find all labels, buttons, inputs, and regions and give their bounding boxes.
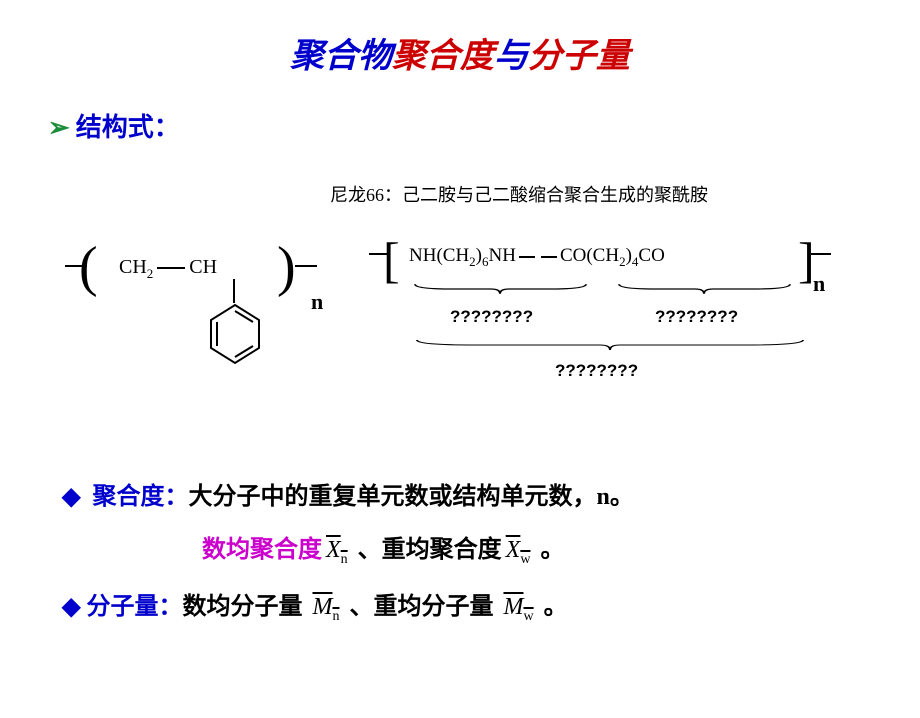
- dp-subline: 数均聚合度Xn 、重均聚合度Xw 。: [202, 529, 862, 568]
- bond-line: [157, 267, 185, 269]
- ch2-label: CH: [119, 256, 147, 278]
- mw-label: 分子量：: [86, 594, 182, 620]
- question-placeholder-1: ????????: [450, 307, 533, 327]
- vertical-bond: [233, 279, 235, 303]
- nylon-repeat-unit: NH(CH2)6NHCO(CH2)4CO: [409, 245, 665, 270]
- curly-brace-icon: [617, 283, 792, 295]
- title-part1: 聚合物: [290, 38, 392, 75]
- diamond-marker-icon: ◆: [62, 594, 80, 620]
- dp-tail: 。: [534, 537, 564, 563]
- title-part2: 聚合度: [392, 38, 494, 75]
- question-placeholder-2: ????????: [655, 307, 738, 327]
- dp-text: 大分子中的重复单元数或结构单元数，n。: [188, 484, 633, 510]
- section-header: ➢结构式：: [48, 107, 920, 144]
- xn-symbol: Xn: [322, 537, 352, 563]
- mn-sub: n: [332, 609, 339, 624]
- seg1a: NH(CH: [409, 245, 469, 266]
- bond-line: [519, 256, 535, 258]
- number-avg-dp-label: 数均聚合度: [202, 537, 322, 563]
- subscript-n: n: [813, 271, 825, 297]
- bond-line: [295, 265, 317, 267]
- seg1e: NH: [489, 245, 516, 266]
- bond-line: [541, 256, 557, 258]
- curly-brace-icon: [413, 283, 588, 295]
- xw-sub: w: [520, 552, 530, 567]
- bracket-right-icon: ): [277, 235, 296, 299]
- mw-var: M: [503, 594, 523, 620]
- xw-symbol: Xw: [502, 537, 535, 563]
- curly-brace-large-icon: [415, 339, 805, 351]
- seg2a: CO(CH: [560, 245, 619, 266]
- outer-bracket-left-icon: [: [383, 231, 400, 289]
- mw-tail: 。: [538, 594, 568, 620]
- xn-sub: n: [341, 552, 348, 567]
- seg2e: CO: [638, 245, 664, 266]
- xn-var: X: [326, 537, 341, 563]
- mw-sub: w: [523, 609, 533, 624]
- mw-symbol: Mw: [499, 594, 537, 620]
- bullet-degree-of-polymerization: ◆ 聚合度：大分子中的重复单元数或结构单元数，n。: [62, 476, 862, 511]
- title-part3: 与: [494, 38, 528, 75]
- ch-label: CH: [189, 256, 217, 278]
- chemical-formulas: ( CH2CH ) n [ NH(CH2)6NHCO(CH2)4CO ] n ?…: [0, 233, 920, 433]
- bullet-molecular-weight: ◆分子量：数均分子量 Mn 、重均分子量 Mw 。: [62, 586, 862, 625]
- slide-title: 聚合物聚合度与分子量: [0, 28, 920, 77]
- bracket-left-icon: (: [79, 235, 98, 299]
- bond-line: [811, 253, 831, 255]
- ch2-sub: 2: [147, 266, 154, 281]
- diamond-marker-icon: ◆: [62, 484, 80, 510]
- mn-text: 数均分子量: [182, 594, 308, 620]
- definitions-block: ◆ 聚合度：大分子中的重复单元数或结构单元数，n。 数均聚合度Xn 、重均聚合度…: [62, 476, 862, 643]
- dp-label: 聚合度：: [92, 484, 188, 510]
- xw-var: X: [506, 537, 521, 563]
- polystyrene-unit: CH2CH: [119, 256, 217, 282]
- mn-symbol: Mn: [308, 594, 343, 620]
- title-part4: 分子量: [528, 38, 630, 75]
- question-placeholder-3: ????????: [555, 361, 638, 381]
- section-header-text: 结构式：: [76, 113, 180, 142]
- weight-avg-dp-label: 、重均聚合度: [352, 537, 502, 563]
- mn-var: M: [312, 594, 332, 620]
- benzene-ring-icon: [207, 303, 263, 365]
- nylon66-description: 尼龙66：己二胺与己二酸缩合聚合生成的聚酰胺: [330, 181, 708, 207]
- subscript-n: n: [311, 289, 323, 315]
- triangle-marker-icon: ➢: [48, 113, 70, 142]
- mw-text: 、重均分子量: [343, 594, 499, 620]
